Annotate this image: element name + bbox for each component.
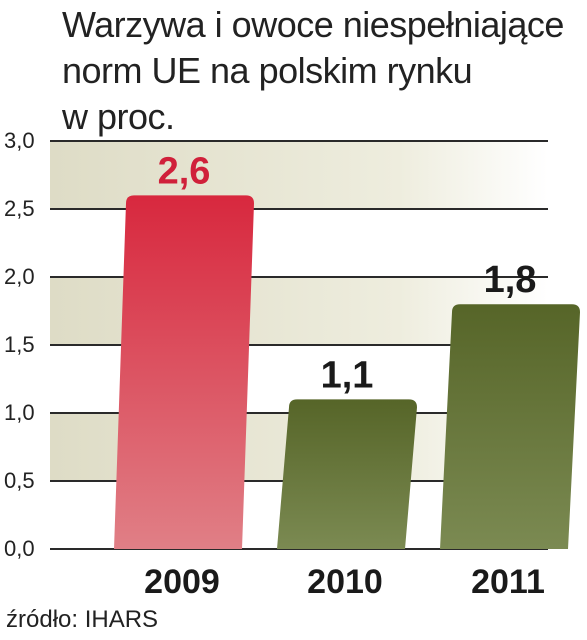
y-tick-label: 2,0 — [4, 264, 35, 289]
x-tick-label: 2011 — [471, 563, 545, 601]
y-tick-label: 3,0 — [4, 128, 35, 153]
value-label: 2,6 — [158, 150, 211, 192]
chart-title: Warzywa i owoce niespełniające norm UE n… — [62, 2, 582, 140]
x-tick-label: 2010 — [307, 563, 383, 601]
y-tick-label: 0,0 — [4, 536, 35, 561]
bar-2009 — [114, 195, 254, 549]
y-tick-label: 2,5 — [4, 196, 35, 221]
value-label: 1,1 — [321, 354, 374, 396]
title-line-2: norm UE na polskim rynku — [62, 50, 473, 91]
y-tick-label: 1,0 — [4, 400, 35, 425]
title-line-1: Warzywa i owoce niespełniające — [62, 4, 564, 45]
value-label: 1,8 — [484, 259, 537, 301]
y-tick-label: 0,5 — [4, 468, 35, 493]
grid-band — [50, 141, 548, 209]
source-note: źródło: IHARS — [6, 606, 159, 633]
bar-2011 — [440, 304, 580, 549]
title-line-3: w proc. — [62, 96, 175, 137]
bar-2010 — [277, 399, 417, 549]
x-tick-label: 2009 — [144, 563, 220, 601]
y-tick-label: 1,5 — [4, 332, 35, 357]
